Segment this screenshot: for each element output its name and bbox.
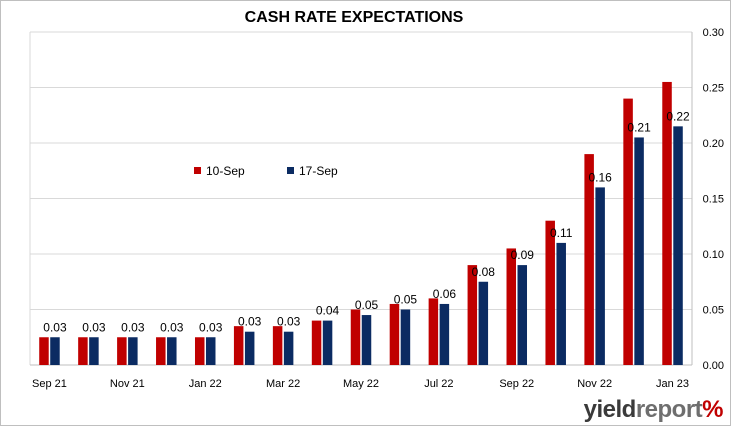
brand-part-percent: %	[702, 396, 723, 423]
data-label: 0.03	[82, 320, 106, 334]
bar-17-sep-mar-22	[283, 331, 294, 365]
data-label: 0.21	[627, 120, 651, 134]
bar-10-sep-may-22	[350, 309, 361, 365]
bar-10-sep-jun-22	[389, 303, 400, 365]
bar-17-sep-oct-21	[89, 337, 99, 365]
x-tick-label: Mar 22	[266, 378, 300, 390]
data-label: 0.08	[472, 265, 496, 279]
bar-10-sep-jan-23	[662, 81, 672, 365]
bar-10-sep-apr-22	[311, 320, 322, 365]
bar-17-sep-jan-23	[673, 126, 683, 365]
x-tick-label: May 22	[343, 378, 379, 390]
bar-10-sep-jul-22	[428, 298, 439, 365]
data-label: 0.11	[550, 226, 573, 240]
data-label: 0.22	[666, 109, 690, 123]
data-label: 0.16	[588, 170, 612, 184]
bar-17-sep-jul-22	[439, 303, 450, 365]
bar-17-sep-sep-21	[50, 337, 60, 365]
data-label: 0.09	[511, 248, 535, 262]
data-label: 0.05	[355, 298, 379, 312]
bar-17-sep-oct-22	[556, 242, 566, 365]
x-tick-label: Jul 22	[424, 378, 453, 390]
bar-10-sep-dec-22	[623, 98, 633, 365]
x-tick-label: Jan 23	[656, 378, 689, 390]
y-tick-label: 0.00	[703, 360, 724, 372]
legend-label-17-sep: 17-Sep	[299, 164, 338, 178]
bar-17-sep-dec-21	[167, 337, 177, 365]
x-tick-label: Nov 21	[110, 378, 145, 390]
y-tick-label: 0.15	[703, 194, 724, 206]
x-tick-label: Nov 22	[577, 378, 612, 390]
y-tick-label: 0.05	[703, 305, 724, 317]
bar-10-sep-oct-21	[78, 337, 88, 365]
x-axis-ticks: Sep 21 Nov 21 Jan 22 Mar 22 May 22 Jul 22 Sep …	[32, 378, 689, 390]
data-label: 0.03	[199, 320, 223, 334]
bar-17-sep-jun-22	[400, 309, 411, 365]
legend-label-10-sep: 10-Sep	[206, 164, 245, 178]
bar-10-sep-sep-21	[39, 337, 49, 365]
bar-10-sep-sep-22	[506, 248, 517, 365]
y-axis-ticks: 0.00 0.05 0.10 0.15 0.20 0.25 0.30	[703, 27, 724, 372]
bar-10-sep-aug-22	[467, 265, 478, 365]
bar-17-sep-may-22	[361, 315, 372, 365]
bar-17-sep-aug-22	[478, 281, 489, 365]
yieldreport-logo: yieldreport%	[583, 396, 724, 424]
y-tick-label: 0.20	[703, 138, 724, 150]
data-label: 0.03	[238, 315, 262, 329]
bar-17-sep-sep-22	[517, 265, 528, 365]
x-tick-label: Sep 22	[499, 378, 534, 390]
data-label: 0.05	[394, 293, 418, 307]
data-label: 0.03	[121, 320, 145, 334]
chart-title: CASH RATE EXPECTATIONS	[245, 9, 464, 26]
bar-10-sep-dec-21	[156, 337, 166, 365]
bar-10-sep-feb-22	[233, 326, 244, 365]
legend-swatch-17-sep	[287, 167, 294, 174]
bar-10-sep-mar-22	[272, 326, 283, 365]
bar-17-sep-nov-21	[128, 337, 138, 365]
legend-swatch-10-sep	[194, 167, 201, 174]
brand-part-report: report	[635, 396, 703, 423]
data-labels: 0.03 0.03 0.03 0.03 0.03 0.03 0.03 0.04 0.05 0.05…	[43, 109, 690, 334]
bar-10-sep-jan-22	[194, 337, 205, 365]
legend: 10-Sep 17-Sep	[194, 164, 338, 178]
brand-part-yield: yield	[583, 396, 637, 423]
x-tick-label: Jan 22	[189, 378, 222, 390]
gridlines	[29, 31, 693, 366]
bar-17-sep-feb-22	[244, 331, 255, 365]
bars	[39, 81, 683, 365]
bar-17-sep-dec-22	[634, 137, 644, 365]
bar-10-sep-oct-22	[545, 220, 555, 365]
y-tick-label: 0.10	[703, 249, 724, 261]
bar-17-sep-jan-22	[205, 337, 216, 365]
data-label: 0.03	[160, 320, 184, 334]
x-tick-label: Sep 21	[32, 378, 67, 390]
y-tick-label: 0.30	[703, 27, 724, 39]
bar-17-sep-apr-22	[322, 320, 333, 365]
bar-10-sep-nov-22	[584, 154, 594, 365]
y-tick-label: 0.25	[703, 83, 724, 95]
data-label: 0.03	[277, 315, 301, 329]
bar-10-sep-nov-21	[117, 337, 127, 365]
data-label: 0.06	[433, 287, 457, 301]
data-label: 0.04	[316, 304, 340, 318]
data-label: 0.03	[43, 320, 67, 334]
bar-17-sep-nov-22	[595, 187, 605, 365]
